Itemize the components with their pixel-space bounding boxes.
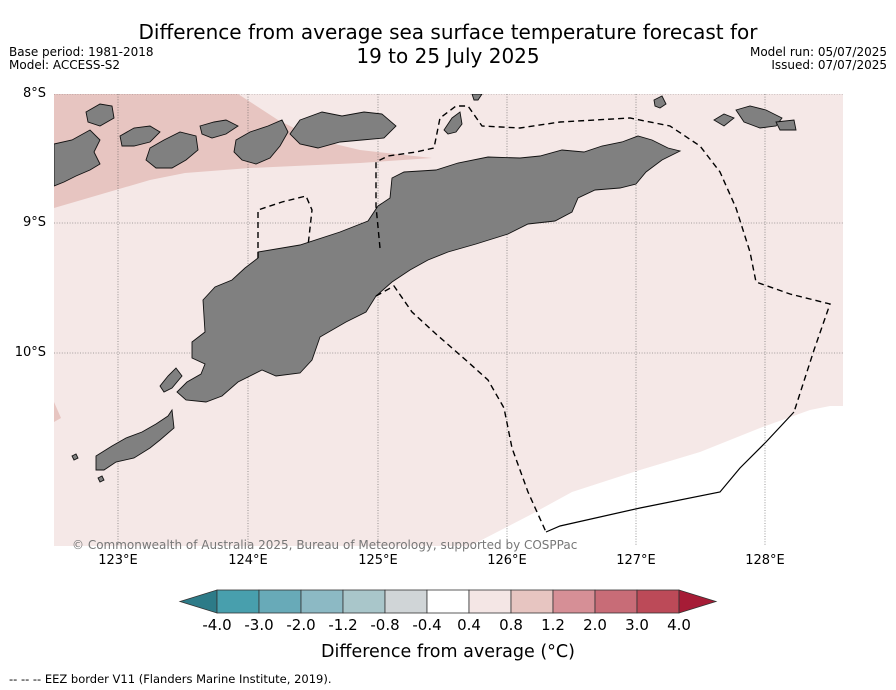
base-period: Base period: 1981-2018 xyxy=(9,45,154,59)
colorbar-segment xyxy=(426,589,470,614)
meta-right: Model run: 05/07/2025 Issued: 07/07/2025 xyxy=(750,46,887,72)
timor-island xyxy=(176,135,682,403)
colorbar-segment xyxy=(552,589,596,614)
lon-label-125e: 125°E xyxy=(358,553,398,568)
kisar-island xyxy=(653,95,667,109)
title-line-1: Difference from average sea surface temp… xyxy=(138,20,758,44)
colorbar-tick: 4.0 xyxy=(667,616,691,634)
title-line-2: 19 to 25 July 2025 xyxy=(356,44,540,68)
lat-label-8s: 8°S xyxy=(22,86,46,101)
savu-islet xyxy=(71,453,79,461)
colorbar-tick: 2.0 xyxy=(583,616,607,634)
wetar-islet xyxy=(471,94,483,101)
lat-label-10s: 10°S xyxy=(14,345,46,360)
land-masses xyxy=(54,94,797,483)
issued-date: Issued: 07/07/2025 xyxy=(771,58,887,72)
lon-label-124e: 124°E xyxy=(228,553,268,568)
colorbar-segment xyxy=(468,589,512,614)
eez-border xyxy=(257,105,831,533)
savu-island xyxy=(95,408,175,471)
map-title: Difference from average sea surface temp… xyxy=(0,20,896,68)
colorbar-tick: 1.2 xyxy=(541,616,565,634)
colorbar-tick: 0.4 xyxy=(457,616,481,634)
colorbar-tick: -2.0 xyxy=(286,616,316,634)
lon-label-128e: 128°E xyxy=(745,553,785,568)
flores-islet xyxy=(85,103,115,127)
colorbar-tick: 3.0 xyxy=(625,616,649,634)
colorbar-tick: -4.0 xyxy=(202,616,232,634)
leti-island xyxy=(713,113,735,127)
ocean-anomaly-warm-patch xyxy=(54,402,61,422)
atauro-island xyxy=(443,111,463,135)
colorbar-segment xyxy=(636,589,680,614)
rote-island xyxy=(159,367,183,393)
eez-border-solid xyxy=(545,411,795,533)
alor-island xyxy=(289,111,397,149)
lon-label-127e: 127°E xyxy=(616,553,656,568)
colorbar-segment-above-max xyxy=(678,589,718,614)
lat-label-9s: 9°S xyxy=(22,215,46,230)
copyright-notice: © Commonwealth of Australia 2025, Bureau… xyxy=(72,538,578,552)
lembata-island xyxy=(199,119,239,139)
colorbar-tick: -0.4 xyxy=(412,616,442,634)
model-name: Model: ACCESS-S2 xyxy=(9,58,121,72)
lakor-island xyxy=(775,119,797,131)
colorbar-tick: -0.8 xyxy=(370,616,400,634)
eez-legend-note: -- -- -- EEZ border V11 (Flanders Marine… xyxy=(9,672,332,686)
lon-label-126e: 126°E xyxy=(487,553,527,568)
colorbar-segment xyxy=(258,589,302,614)
raijua-islet xyxy=(97,475,105,483)
colorbar-label: Difference from average (°C) xyxy=(321,642,575,662)
solor-island xyxy=(145,131,199,169)
pantar-island xyxy=(233,119,289,165)
colorbar-tick: -3.0 xyxy=(244,616,274,634)
colorbar-segment xyxy=(384,589,428,614)
model-run: Model run: 05/07/2025 xyxy=(749,45,887,59)
colorbar-segment xyxy=(342,589,386,614)
adonara-island xyxy=(119,125,161,147)
flores-east xyxy=(54,129,101,187)
colorbar-segment-below-min xyxy=(178,589,218,614)
colorbar-segment xyxy=(510,589,554,614)
colorbar-segment xyxy=(300,589,344,614)
colorbar-tick: 0.8 xyxy=(499,616,523,634)
colorbar-segment xyxy=(594,589,638,614)
ocean-anomaly-neutral xyxy=(470,406,843,546)
meta-left: Base period: 1981-2018 Model: ACCESS-S2 xyxy=(9,46,154,72)
colorbar-tick: -1.2 xyxy=(328,616,358,634)
lon-label-123e: 123°E xyxy=(98,553,138,568)
colorbar-segment xyxy=(216,589,260,614)
